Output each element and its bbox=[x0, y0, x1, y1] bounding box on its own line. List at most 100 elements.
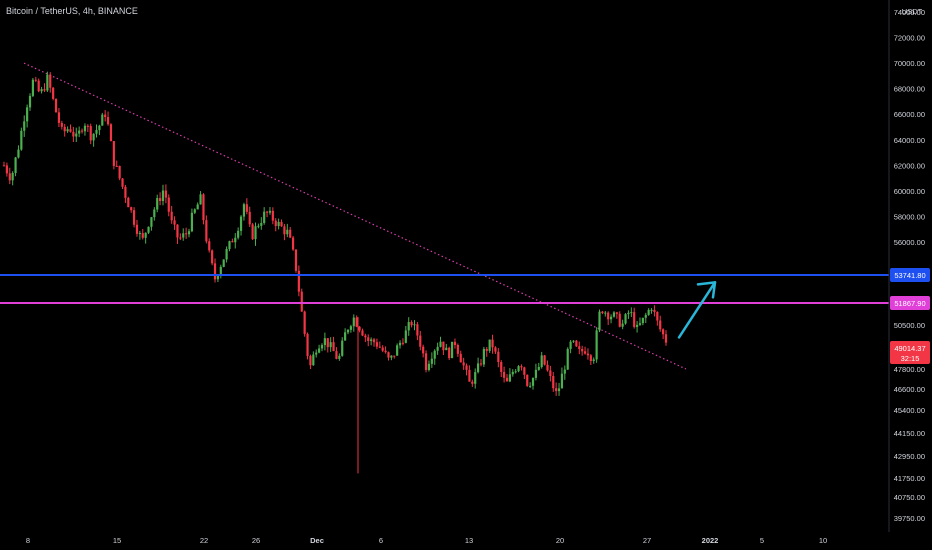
candle-body bbox=[315, 352, 318, 355]
candle-body bbox=[384, 350, 387, 353]
candle-body bbox=[291, 237, 295, 250]
candle-body bbox=[607, 312, 610, 320]
x-tick-label: 27 bbox=[643, 536, 651, 545]
candle-body bbox=[583, 351, 587, 354]
candle-body bbox=[505, 377, 509, 382]
candle-body bbox=[248, 211, 251, 225]
candle-body bbox=[352, 317, 355, 327]
candle-body bbox=[63, 126, 66, 132]
candle-body bbox=[621, 323, 624, 327]
candle-body bbox=[398, 342, 402, 346]
candle-body bbox=[572, 340, 575, 342]
candle-body bbox=[514, 371, 517, 373]
candle-body bbox=[52, 87, 55, 99]
candle-body bbox=[500, 362, 503, 372]
candle-body bbox=[540, 355, 543, 367]
candle-body bbox=[615, 312, 618, 314]
candle-body bbox=[297, 270, 300, 292]
candle-body bbox=[569, 341, 572, 349]
candle-body bbox=[132, 210, 136, 225]
candle-body bbox=[381, 347, 384, 351]
candle-body bbox=[211, 250, 214, 264]
resistance-magenta-badge-label: 51867.90 bbox=[894, 299, 925, 308]
y-tick-label: 40750.00 bbox=[894, 493, 925, 502]
candle-body bbox=[208, 241, 211, 251]
candle-body bbox=[89, 125, 92, 141]
candle-body bbox=[156, 198, 159, 210]
candle-body bbox=[280, 221, 283, 227]
resistance-blue-badge bbox=[890, 268, 930, 282]
candle-body bbox=[488, 339, 491, 351]
candle-body bbox=[546, 364, 549, 371]
candle-body bbox=[537, 366, 540, 370]
candle-body bbox=[121, 178, 124, 187]
resistance-magenta-badge bbox=[890, 296, 930, 310]
candle-body bbox=[2, 165, 6, 167]
candle-body bbox=[419, 335, 422, 347]
candle-body bbox=[124, 186, 127, 198]
descending-trendline[interactable] bbox=[23, 62, 687, 370]
candle-body bbox=[72, 131, 75, 137]
candle-body bbox=[135, 224, 139, 234]
candle-body bbox=[309, 356, 312, 366]
candle-body bbox=[404, 330, 407, 343]
y-tick-label: 62000.00 bbox=[894, 161, 925, 170]
candle-body bbox=[106, 117, 110, 125]
candle-body bbox=[23, 121, 26, 131]
y-tick-label: 42950.00 bbox=[894, 452, 925, 461]
candle-body bbox=[205, 220, 208, 242]
candle-body bbox=[176, 224, 179, 238]
candle-body bbox=[78, 130, 81, 134]
candle-body bbox=[491, 339, 494, 348]
x-tick-label: Dec bbox=[310, 536, 324, 545]
candle-body bbox=[566, 348, 569, 370]
candle-body bbox=[520, 366, 523, 368]
candle-body bbox=[422, 346, 425, 354]
candle-body bbox=[306, 333, 309, 357]
candle-body bbox=[430, 358, 433, 364]
x-tick-label: 26 bbox=[252, 536, 260, 545]
candle-body bbox=[263, 211, 266, 224]
candle-body bbox=[46, 74, 49, 91]
time-axis[interactable]: 8 15 22 26 Dec 6 13 20 27 2022 5 10 bbox=[26, 536, 827, 545]
candle-body bbox=[329, 342, 332, 348]
candle-body bbox=[170, 211, 173, 221]
x-tick-label: 6 bbox=[379, 536, 383, 545]
candle-body bbox=[332, 342, 335, 352]
arrow-shaft[interactable] bbox=[677, 281, 717, 339]
candle-body bbox=[28, 95, 32, 108]
candle-body bbox=[118, 165, 121, 179]
trendline-layer bbox=[23, 62, 687, 370]
candle-body bbox=[271, 210, 274, 221]
candle-body bbox=[75, 133, 78, 137]
candle-body bbox=[468, 369, 471, 382]
candle-body bbox=[595, 330, 598, 360]
candle-body bbox=[560, 373, 564, 389]
y-tick-label: 50500.00 bbox=[894, 321, 925, 330]
candle-body bbox=[274, 220, 277, 227]
x-tick-label: 10 bbox=[819, 536, 827, 545]
x-tick-label: 20 bbox=[556, 536, 564, 545]
y-tick-label: 74000.00 bbox=[894, 8, 925, 17]
candle-body bbox=[185, 233, 188, 235]
candle-body bbox=[367, 337, 370, 342]
candle-body bbox=[410, 322, 413, 326]
y-tick-label: 56000.00 bbox=[894, 238, 925, 247]
candle-body bbox=[153, 209, 156, 218]
candle-body bbox=[659, 320, 662, 330]
x-tick-label: 22 bbox=[200, 536, 208, 545]
candle-body bbox=[497, 351, 500, 363]
candle-body bbox=[277, 221, 280, 227]
candle-countdown-label: 32:15 bbox=[901, 354, 920, 363]
candle-body bbox=[202, 194, 205, 221]
candle-body bbox=[586, 353, 590, 356]
candle-body bbox=[257, 225, 260, 227]
candle-body bbox=[485, 348, 488, 351]
candle-body bbox=[575, 340, 578, 347]
candle-body bbox=[199, 194, 202, 205]
candle-body bbox=[320, 345, 324, 349]
candle-body bbox=[517, 366, 520, 372]
